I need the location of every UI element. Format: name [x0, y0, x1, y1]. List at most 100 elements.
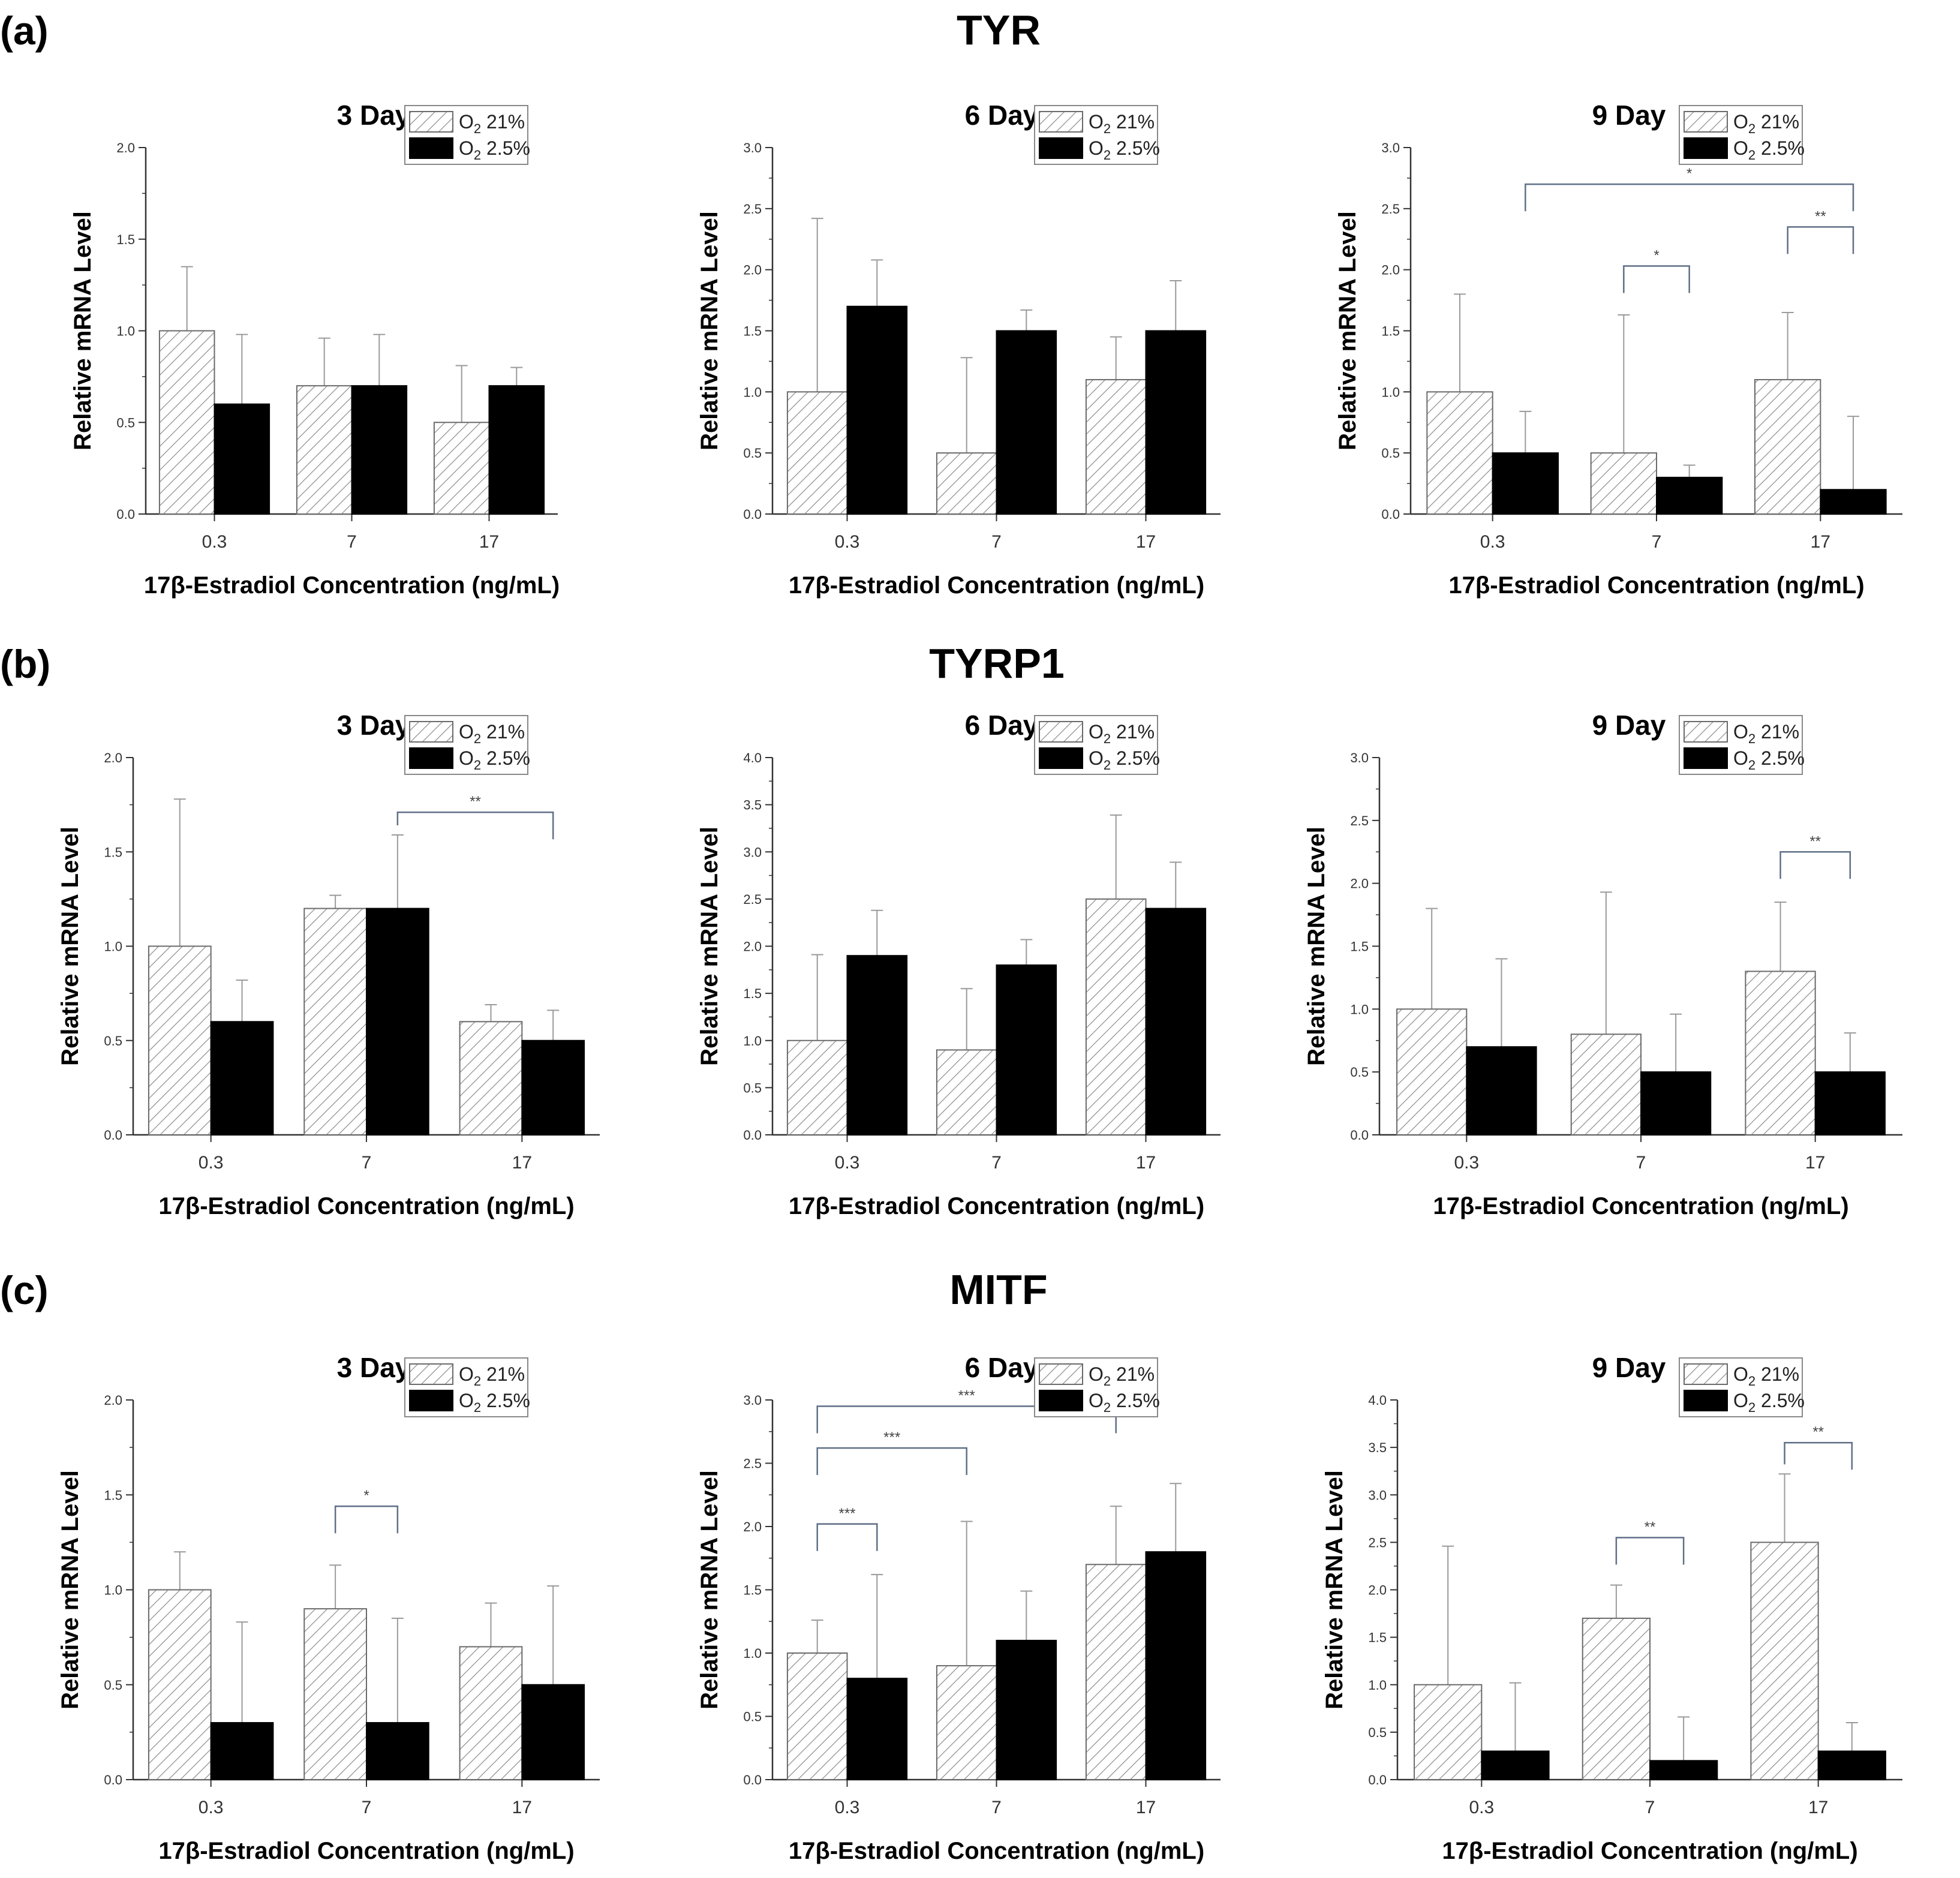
y-tick-label: 4.0 [743, 750, 762, 765]
x-axis-title: 17β-Estradiol Concentration (ng/mL) [144, 572, 560, 599]
x-tick-label: 17 [479, 532, 499, 552]
bar-o2-21 [459, 1646, 523, 1780]
legend-label: O2 2.5% [459, 1390, 530, 1415]
x-axis-title: 17β-Estradiol Concentration (ng/mL) [1448, 572, 1864, 599]
legend-label: O2 21% [1089, 1363, 1155, 1389]
chart-0-2: 9 Day 0.0 0.5 1.0 1.5 2.0 2.5 3.0 Relative mRNA … [1334, 100, 1902, 599]
y-tick-label: 2.5 [743, 892, 762, 907]
bar-o2-21 [1085, 898, 1147, 1135]
chart-title: 3 Day [337, 710, 411, 741]
bar-o2-21 [303, 1608, 367, 1780]
y-tick-label: 2.0 [1350, 876, 1369, 891]
x-axis-title: 17β-Estradiol Concentration (ng/mL) [789, 572, 1204, 599]
bar-o2-2-5 [1649, 1760, 1718, 1781]
bar-o2-2-5 [1466, 1046, 1537, 1135]
bar-o2-21 [1414, 1684, 1483, 1780]
legend-swatch-o2-21 [409, 721, 453, 743]
significance-label: *** [883, 1429, 900, 1446]
legend-label: O2 2.5% [1733, 137, 1805, 163]
legend-label: O2 21% [459, 111, 525, 136]
x-tick-label: 0.3 [835, 1153, 860, 1173]
y-tick-label: 0.0 [104, 1772, 122, 1787]
x-axis-title: 17β-Estradiol Concentration (ng/mL) [1442, 1838, 1857, 1864]
legend-swatch-o2-21 [1039, 111, 1083, 133]
y-tick-label: 2.5 [743, 1456, 762, 1471]
chart-title: 3 Day [337, 1352, 411, 1383]
x-axis-title: 17β-Estradiol Concentration (ng/mL) [789, 1838, 1204, 1864]
legend-swatch-o2-2-5 [1684, 137, 1728, 159]
legend-label: O2 2.5% [1089, 747, 1160, 773]
bar-o2-2-5 [488, 385, 545, 515]
chart-2-2: 9 Day 0.0 0.5 1.0 1.5 2.0 2.5 3.0 3.5 4.0 Relative… [1321, 1352, 1902, 1864]
chart-title: 9 Day [1592, 710, 1666, 741]
bar-o2-21 [148, 945, 212, 1135]
significance-label: ** [470, 794, 481, 810]
chart-0-0: 3 Day 0.0 0.5 1.0 1.5 2.0 Relative mRNA Level 0… [70, 100, 560, 599]
significance-label: * [1654, 248, 1659, 264]
bar-o2-21 [303, 908, 367, 1135]
y-tick-label: 2.0 [743, 939, 762, 954]
x-tick-label: 7 [991, 532, 1002, 552]
x-tick-label: 0.3 [835, 1798, 860, 1817]
legend-label: O2 2.5% [459, 747, 530, 773]
legend-label: O2 21% [1089, 721, 1155, 746]
y-tick-label: 2.5 [1368, 1535, 1387, 1550]
chart-2-1: 6 Day 0.0 0.5 1.0 1.5 2.0 2.5 3.0 Relative mRNA … [696, 1352, 1221, 1864]
x-tick-label: 17 [1136, 532, 1156, 552]
bar-o2-2-5 [846, 305, 908, 515]
bar-o2-21 [433, 422, 490, 515]
significance-label: * [363, 1488, 369, 1504]
bar-o2-21 [786, 1039, 848, 1135]
bar-o2-2-5 [1145, 330, 1207, 515]
y-tick-label: 1.5 [104, 845, 122, 860]
legend-swatch-o2-2-5 [409, 747, 453, 769]
legend-label: O2 2.5% [1089, 137, 1160, 163]
x-tick-label: 0.3 [1469, 1798, 1494, 1817]
significance-bracket [1787, 226, 1854, 254]
y-axis-title: Relative mRNA Level [1334, 211, 1361, 450]
y-tick-label: 0.5 [743, 446, 762, 461]
x-tick-label: 7 [362, 1153, 372, 1173]
legend-swatch-o2-2-5 [409, 137, 453, 159]
chart-title: 6 Day [965, 1352, 1039, 1383]
gene-title-tyrp1: TYRP1 [929, 640, 1065, 687]
y-tick-label: 1.5 [1368, 1630, 1387, 1645]
bar-o2-21 [296, 385, 353, 515]
x-tick-label: 0.3 [1480, 532, 1505, 552]
significance-bracket [1623, 265, 1690, 293]
bar-o2-21 [1590, 452, 1658, 515]
legend-label: O2 2.5% [459, 137, 530, 163]
significance-bracket [1615, 1537, 1685, 1565]
y-tick-label: 2.5 [1350, 813, 1369, 828]
x-tick-label: 17 [1136, 1798, 1156, 1817]
legend-swatch-o2-2-5 [1684, 747, 1728, 769]
bar-o2-2-5 [1145, 908, 1207, 1135]
y-tick-label: 3.0 [743, 1393, 762, 1408]
legend-label: O2 21% [1089, 111, 1155, 136]
x-tick-label: 7 [1645, 1798, 1655, 1817]
legend-swatch-o2-21 [1039, 1363, 1083, 1385]
chart-title: 6 Day [965, 710, 1039, 741]
legend-swatch-o2-21 [1684, 111, 1728, 133]
bar-o2-2-5 [1640, 1071, 1712, 1135]
y-tick-label: 1.0 [116, 324, 135, 339]
y-tick-label: 0.5 [104, 1033, 122, 1048]
x-tick-label: 7 [1636, 1153, 1646, 1173]
x-tick-label: 17 [512, 1153, 532, 1173]
bar-o2-2-5 [521, 1684, 585, 1780]
significance-bracket [396, 811, 554, 840]
significance-label: *** [958, 1388, 975, 1404]
bar-o2-2-5 [846, 1678, 908, 1780]
bar-o2-2-5 [1656, 476, 1723, 515]
y-axis-title: Relative mRNA Level [1321, 1470, 1348, 1709]
bar-o2-2-5 [996, 964, 1057, 1135]
legend-swatch-o2-21 [1684, 721, 1728, 743]
x-tick-label: 17 [1136, 1153, 1156, 1173]
y-tick-label: 1.5 [743, 1583, 762, 1598]
y-tick-label: 1.5 [1381, 324, 1400, 339]
y-axis-title: Relative mRNA Level [57, 1470, 83, 1709]
x-axis-title: 17β-Estradiol Concentration (ng/mL) [789, 1193, 1204, 1219]
y-tick-label: 2.0 [1381, 263, 1400, 278]
significance-bracket [816, 1405, 1117, 1434]
